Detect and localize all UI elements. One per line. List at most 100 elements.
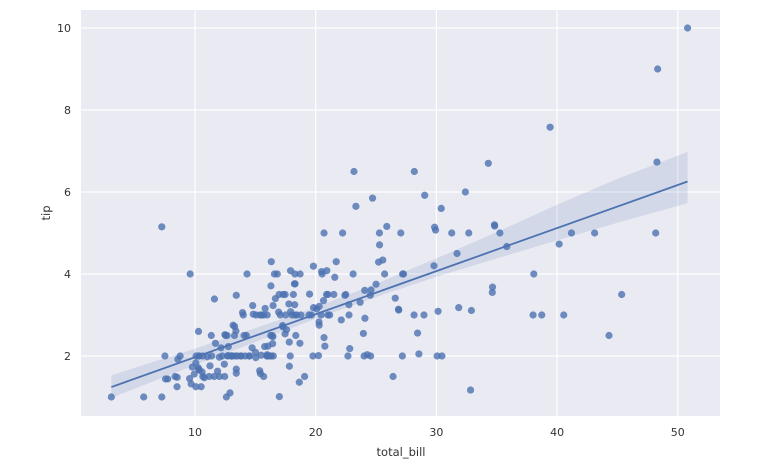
data-point [286,352,294,360]
y-axis-ticks: 2 4 6 8 10 [57,22,71,363]
data-point [289,290,297,299]
data-point [466,386,475,394]
data-point [192,383,200,391]
x-axis-label: total_bill [377,445,426,459]
data-point [318,270,326,278]
data-point [410,311,418,319]
data-point [437,204,445,212]
data-point [331,273,339,281]
data-point [381,270,389,278]
data-point [345,311,353,319]
data-point [465,229,473,237]
data-point [218,352,226,360]
data-point [232,369,240,377]
data-point [453,249,461,258]
data-point [269,301,277,310]
data-point [359,329,367,338]
data-point [261,304,269,313]
y-tick-label: 10 [57,22,71,35]
data-point [190,370,198,378]
data-point [530,270,538,278]
x-tick-label: 20 [309,426,323,439]
data-point [140,393,148,401]
y-tick-label: 8 [64,104,71,117]
data-point [346,345,354,353]
data-point [538,311,546,319]
data-point [197,383,205,391]
data-point [375,241,384,249]
data-point [368,194,377,202]
data-point [296,270,304,278]
plot-background [81,10,720,416]
data-point [654,65,662,73]
data-point [320,229,328,237]
data-point [488,283,497,291]
data-point [297,311,305,319]
data-point [399,270,408,278]
data-point [158,393,166,401]
data-point [420,311,428,319]
data-point [349,270,357,278]
data-point [220,360,228,368]
data-point [361,286,369,294]
data-point [529,311,537,319]
x-axis-ticks: 10 20 30 40 50 [188,426,685,439]
data-point [267,258,275,266]
data-point [555,240,563,248]
data-point [281,290,289,299]
data-point [276,311,284,319]
data-point [324,311,332,319]
data-point [292,331,300,340]
data-point [415,350,423,358]
data-point [173,383,181,391]
data-point [374,258,383,266]
data-point [314,351,323,360]
data-point [433,352,441,360]
data-point [398,352,406,360]
data-point [375,229,384,237]
data-point [256,367,264,375]
data-point [186,270,194,278]
data-point [282,311,290,319]
data-point [313,305,321,313]
data-point [434,307,442,315]
data-point [322,290,331,299]
data-point [410,167,418,176]
data-point [270,270,279,278]
data-point [210,295,219,303]
data-point [352,202,360,210]
data-point [360,352,368,360]
data-point [221,372,229,381]
data-point [591,229,599,237]
data-point [245,352,253,360]
data-point [309,262,318,270]
data-point [652,229,660,237]
data-point [233,352,241,360]
data-point [267,282,275,290]
data-point [211,339,219,347]
data-point [223,331,231,340]
data-point [248,344,256,352]
data-point [257,351,265,359]
data-point [394,305,403,313]
data-point [285,362,293,370]
y-tick-label: 4 [64,268,71,281]
x-tick-label: 30 [429,426,443,439]
data-point [332,258,340,266]
data-point [188,363,196,371]
data-point [560,311,568,319]
data-point [491,222,499,230]
data-point [230,322,239,331]
data-point [285,300,293,308]
data-point [291,270,299,278]
y-tick-label: 6 [64,186,71,199]
data-point [285,338,293,346]
data-point [605,331,613,340]
data-point [330,290,338,299]
data-point [271,295,279,303]
data-point [260,372,268,381]
data-point [350,167,358,176]
data-point [161,352,169,360]
data-point [455,304,463,312]
